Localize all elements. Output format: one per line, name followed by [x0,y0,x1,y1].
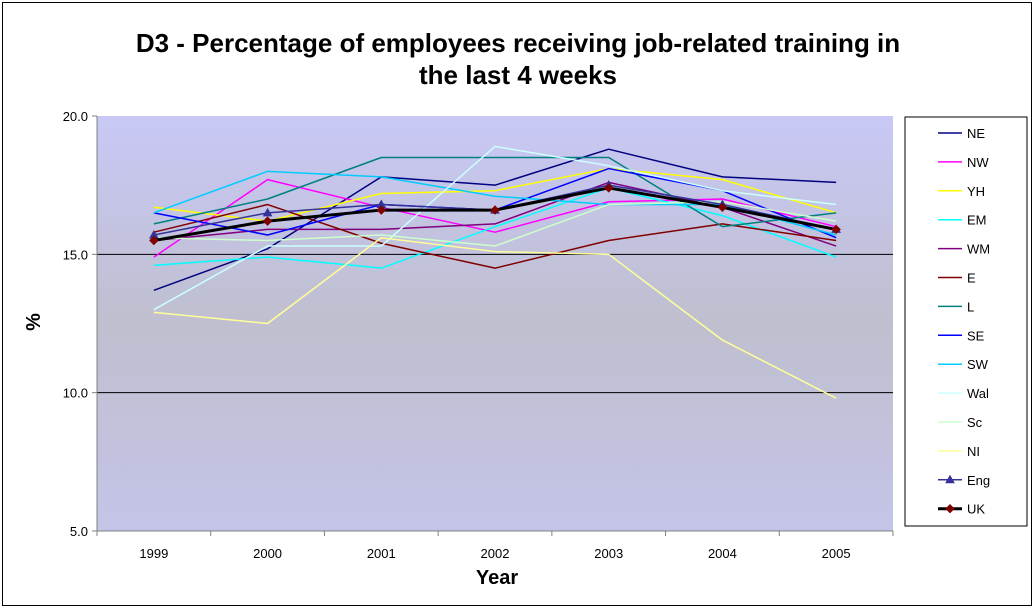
legend-item-ni: NI [938,444,980,459]
legend-item-se: SE [938,328,985,343]
series-l [153,156,837,228]
legend-item-ne: NE [938,126,985,141]
x-tick-label-3: 2002 [481,546,510,561]
series-line-ne [153,148,837,292]
series-ne [153,148,837,292]
series-lines [148,145,842,399]
x-tick-label-0: 1999 [139,546,168,561]
series-em [153,187,837,269]
series-line-l [153,156,837,228]
legend-label-sc: Sc [967,415,983,430]
plot-area [97,116,893,531]
point-uk-2005 [831,224,841,235]
y-tick-labels: 5.0 10.0 15.0 20.0 [63,109,88,539]
axes [92,115,894,536]
legend-marker-eng [945,474,955,484]
x-tick-label-1: 2000 [253,546,282,561]
x-tick-label-5: 2004 [708,546,737,561]
legend-item-e: E [938,271,976,286]
chart-title-line-1: D3 - Percentage of employees receiving j… [136,28,900,58]
series-ni [153,236,837,399]
point-uk-2003 [604,183,614,193]
x-axis-label: Year [476,567,518,589]
y-tick-label-0: 5.0 [70,524,88,539]
series-line-nw [153,178,837,258]
legend-item-sc: Sc [938,415,983,430]
point-uk-2001 [376,205,386,215]
legend-label-uk: UK [967,502,985,517]
legend-item-wal: Wal [938,386,989,401]
series-uk [149,183,841,246]
point-uk-2002 [490,205,500,215]
x-tick-label-2: 2001 [367,546,396,561]
series-wal [153,145,837,311]
legend: NE NW YH EM WM EL SE SW Wal Sc NI Eng UK [938,126,990,517]
legend-label-se: SE [967,328,985,343]
legend-item-l: L [938,299,974,314]
series-e [153,203,837,269]
legend-label-nw: NW [967,155,989,170]
y-tick-label-2: 15.0 [63,247,88,262]
legend-label-sw: SW [967,357,989,372]
legend-item-wm: WM [938,242,990,257]
legend-marker-uk [945,503,955,514]
legend-item-eng: Eng [938,473,990,488]
point-eng-2000 [262,207,273,217]
legend-label-wal: Wal [967,386,989,401]
x-tick-labels: 1999 2000 2001 2002 2003 2004 2005 [139,546,850,561]
legend-label-ni: NI [967,444,980,459]
legend-label-eng: Eng [967,473,990,488]
series-line-e [153,203,837,269]
legend-item-sw: SW [938,357,989,372]
y-axis-label: % [23,313,45,331]
legend-item-nw: NW [938,155,989,170]
x-tick-label-6: 2005 [822,546,851,561]
legend-item-em: EM [938,213,987,228]
series-line-em [153,187,837,269]
point-uk-2000 [262,216,273,226]
y-tick-label-1: 10.0 [63,386,88,401]
point-uk-2004 [717,202,728,213]
legend-label-em: EM [967,213,987,228]
legend-item-yh: YH [938,184,985,199]
legend-label-e: E [967,271,976,286]
series-nw [153,178,837,258]
gridlines [97,253,893,394]
legend-label-yh: YH [967,184,985,199]
chart-title-line-2: the last 4 weeks [419,60,617,90]
legend-item-uk: UK [938,502,985,517]
legend-box [904,116,1028,527]
legend-label-ne: NE [967,126,985,141]
point-uk-1999 [149,235,159,246]
series-line-wal [153,145,837,311]
legend-label-l: L [967,299,974,314]
x-tick-label-4: 2003 [594,546,623,561]
legend-label-wm: WM [967,242,990,257]
series-line-ni [153,236,837,399]
y-tick-label-3: 20.0 [63,109,88,124]
